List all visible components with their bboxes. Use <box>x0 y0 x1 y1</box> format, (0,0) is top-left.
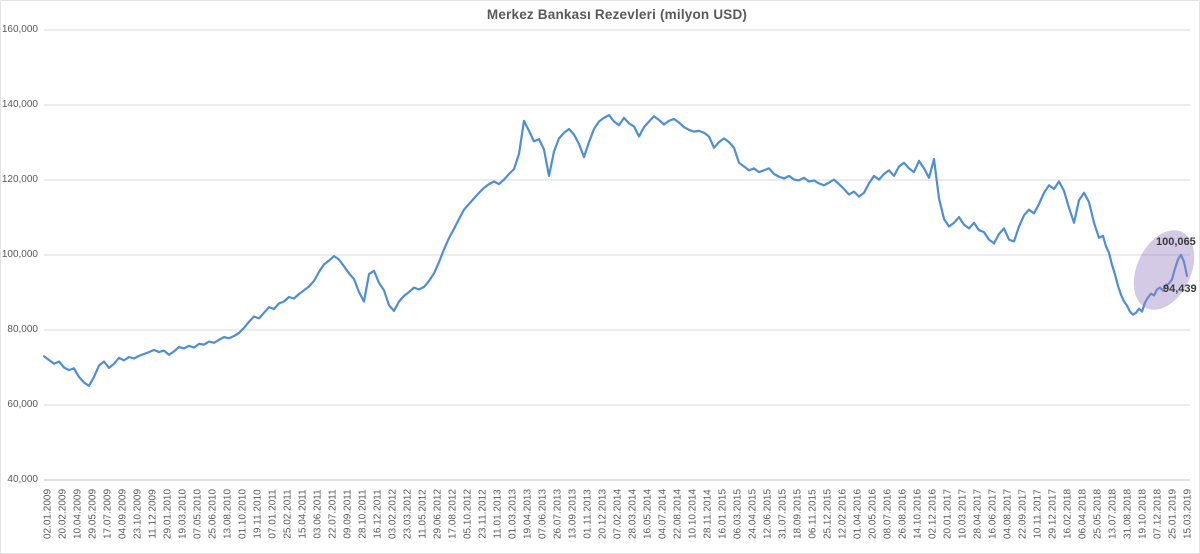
x-tick-label: 01.11.2013 <box>582 489 594 539</box>
x-tick-label: 10.04.2009 <box>72 488 84 540</box>
x-tick-label: 17.08.2012 <box>447 488 459 540</box>
y-tick-label: 80,000 <box>7 324 38 335</box>
x-tick-label: 31.08.2018 <box>1122 488 1134 540</box>
x-tick-label: 23.03.2012 <box>402 488 414 540</box>
x-tick-label: 25.05.2018 <box>1092 488 1104 540</box>
x-tick-label: 11.01.2013 <box>492 489 504 539</box>
x-tick-label: 28.10.2011 <box>357 489 369 539</box>
y-tick-label: 100,000 <box>1 249 38 260</box>
x-tick-label: 10.10.2014 <box>687 488 699 540</box>
x-tick-label: 24.04.2015 <box>747 488 759 540</box>
x-tick-label: 29.06.2012 <box>432 488 444 540</box>
x-tick-label: 17.07.2009 <box>102 488 114 540</box>
x-tick-label: 22.07.2011 <box>327 489 339 539</box>
x-tick-label: 16.06.2017 <box>987 488 999 540</box>
x-tick-label: 05.10.2012 <box>462 488 474 540</box>
reserves-line-series <box>42 114 1189 387</box>
x-tick-label: 07.05.2010 <box>192 488 204 540</box>
highlight-ellipse <box>1133 230 1195 310</box>
x-tick-label: 01.04.2016 <box>852 488 864 540</box>
x-tick-label: 13.08.2010 <box>222 488 234 540</box>
y-tick-label: 160,000 <box>1 24 38 35</box>
x-tick-label: 15.03.2019 <box>1182 488 1194 540</box>
x-tick-label: 26.07.2013 <box>552 488 564 540</box>
x-tick-label: 25.12.2015 <box>822 488 834 540</box>
x-tick-label: 04.08.2017 <box>1002 488 1014 540</box>
x-tick-label: 31.07.2015 <box>777 488 789 540</box>
x-tick-label: 04.09.2009 <box>117 488 129 540</box>
y-tick-label: 140,000 <box>1 99 38 110</box>
annotation-peak-value: 100,065 <box>1156 235 1196 248</box>
x-tick-label: 16.12.2011 <box>372 489 384 539</box>
x-tick-label: 01.03.2013 <box>507 488 519 540</box>
x-tick-label: 22.09.2017 <box>1017 488 1029 540</box>
y-tick-label: 120,000 <box>1 174 38 185</box>
x-tick-label: 29.12.2017 <box>1047 488 1059 540</box>
x-tick-label: 07.01.2011 <box>267 489 279 539</box>
x-tick-label: 20.02.2009 <box>57 488 69 540</box>
x-tick-label: 19.03.2010 <box>177 488 189 540</box>
x-tick-label: 16.01.2015 <box>717 488 729 540</box>
x-tick-label: 20.12.2013 <box>597 488 609 540</box>
x-tick-label: 07.02.2014 <box>612 488 624 540</box>
x-tick-label: 22.08.2014 <box>672 488 684 540</box>
x-tick-label: 18.09.2015 <box>792 488 804 540</box>
x-tick-label: 14.10.2016 <box>912 488 924 540</box>
x-tick-label: 04.07.2014 <box>657 488 669 540</box>
x-tick-label: 07.12.2018 <box>1152 488 1164 540</box>
x-tick-label: 06.11.2015 <box>807 489 819 539</box>
x-tick-label: 11.12.2009 <box>147 489 159 539</box>
x-tick-label: 19.10.2018 <box>1137 488 1149 540</box>
x-tick-label: 15.04.2011 <box>297 489 309 539</box>
x-tick-label: 28.04.2017 <box>972 488 984 540</box>
x-tick-label: 16.05.2014 <box>642 488 654 540</box>
x-tick-label: 10.03.2017 <box>957 488 969 540</box>
x-tick-label: 03.06.2011 <box>312 489 324 539</box>
x-tick-label: 23.11.2012 <box>477 489 489 539</box>
x-tick-label: 07.06.2013 <box>537 488 549 540</box>
x-tick-label: 23.10.2009 <box>132 488 144 540</box>
chart-title: Merkez Bankası Rezevleri (milyon USD) <box>486 7 748 22</box>
x-tick-label: 13.07.2018 <box>1107 488 1119 540</box>
x-tick-label: 25.06.2010 <box>207 488 219 540</box>
x-tick-label: 12.06.2015 <box>762 488 774 540</box>
x-tick-label: 01.10.2010 <box>237 488 249 540</box>
x-tick-label: 11.05.2012 <box>417 489 429 539</box>
x-tick-label: 13.09.2013 <box>567 488 579 540</box>
x-tick-label: 25.01.2019 <box>1167 488 1179 540</box>
y-tick-label: 60,000 <box>7 399 38 410</box>
x-tick-label: 03.02.2012 <box>387 488 399 540</box>
x-tick-label: 26.08.2016 <box>897 488 909 540</box>
x-tick-label: 25.02.2011 <box>282 489 294 539</box>
x-tick-label: 06.04.2018 <box>1077 488 1089 540</box>
x-tick-label: 12.02.2016 <box>837 488 849 540</box>
x-tick-label: 19.04.2013 <box>522 488 534 540</box>
x-tick-label: 20.05.2016 <box>867 488 879 540</box>
x-tick-label: 09.09.2011 <box>342 489 354 539</box>
x-tick-label: 02.12.2016 <box>927 488 939 540</box>
x-tick-label: 06.03.2015 <box>732 488 744 540</box>
x-tick-label: 29.01.2010 <box>162 488 174 540</box>
x-tick-label: 19.11.2010 <box>252 489 264 539</box>
x-tick-label: 10.11.2017 <box>1032 489 1044 539</box>
x-tick-label: 08.07.2016 <box>882 488 894 540</box>
x-tick-label: 28.03.2014 <box>627 488 639 540</box>
x-tick-label: 16.02.2018 <box>1062 488 1074 540</box>
y-tick-label: 40,000 <box>7 474 38 485</box>
x-tick-label: 28.11.2014 <box>702 489 714 539</box>
x-tick-label: 02.01.2009 <box>42 488 54 540</box>
annotation-last-value: 94,439 <box>1163 282 1197 295</box>
x-tick-label: 29.05.2009 <box>87 488 99 540</box>
x-tick-label: 20.01.2017 <box>942 488 954 540</box>
